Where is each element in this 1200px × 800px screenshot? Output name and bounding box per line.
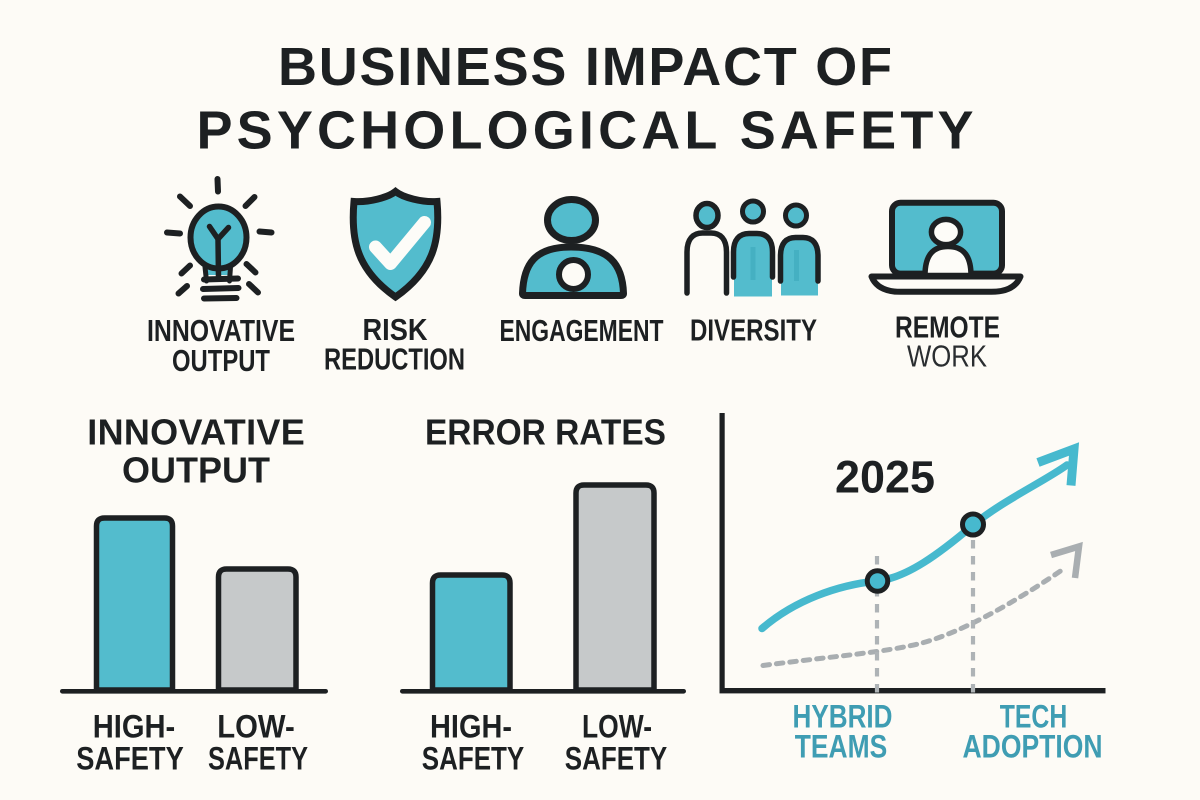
svg-text:REMOTE: REMOTE — [895, 310, 1000, 345]
svg-text:DIVERSITY: DIVERSITY — [690, 313, 817, 348]
svg-text:ENGAGEMENT: ENGAGEMENT — [500, 313, 664, 348]
svg-text:SAFETY: SAFETY — [422, 741, 525, 777]
svg-text:ERROR RATES: ERROR RATES — [425, 412, 666, 453]
svg-text:2025: 2025 — [835, 452, 935, 503]
svg-text:BUSINESS IMPACT OF: BUSINESS IMPACT OF — [278, 37, 892, 97]
svg-text:ADOPTION: ADOPTION — [963, 729, 1103, 765]
svg-text:WORK: WORK — [907, 339, 987, 374]
svg-text:HIGH-: HIGH- — [430, 709, 512, 745]
svg-text:SAFETY: SAFETY — [76, 741, 184, 777]
svg-text:INNOVATIVE: INNOVATIVE — [147, 313, 295, 348]
svg-text:TEAMS: TEAMS — [795, 729, 888, 765]
svg-text:RISK: RISK — [363, 312, 429, 347]
svg-text:TECH: TECH — [1000, 699, 1068, 735]
svg-text:SAFETY: SAFETY — [208, 741, 308, 777]
svg-text:HYBRID: HYBRID — [793, 699, 893, 735]
svg-text:PSYCHOLOGICAL SAFETY: PSYCHOLOGICAL SAFETY — [197, 101, 974, 161]
svg-text:OUTPUT: OUTPUT — [122, 450, 270, 491]
svg-text:INNOVATIVE: INNOVATIVE — [87, 412, 305, 453]
svg-text:LOW-: LOW- — [582, 709, 652, 745]
svg-text:OUTPUT: OUTPUT — [172, 343, 270, 378]
svg-text:HIGH-: HIGH- — [93, 709, 176, 745]
svg-text:REDUCTION: REDUCTION — [324, 342, 465, 377]
svg-text:LOW-: LOW- — [217, 709, 295, 745]
svg-text:SAFETY: SAFETY — [565, 741, 668, 777]
